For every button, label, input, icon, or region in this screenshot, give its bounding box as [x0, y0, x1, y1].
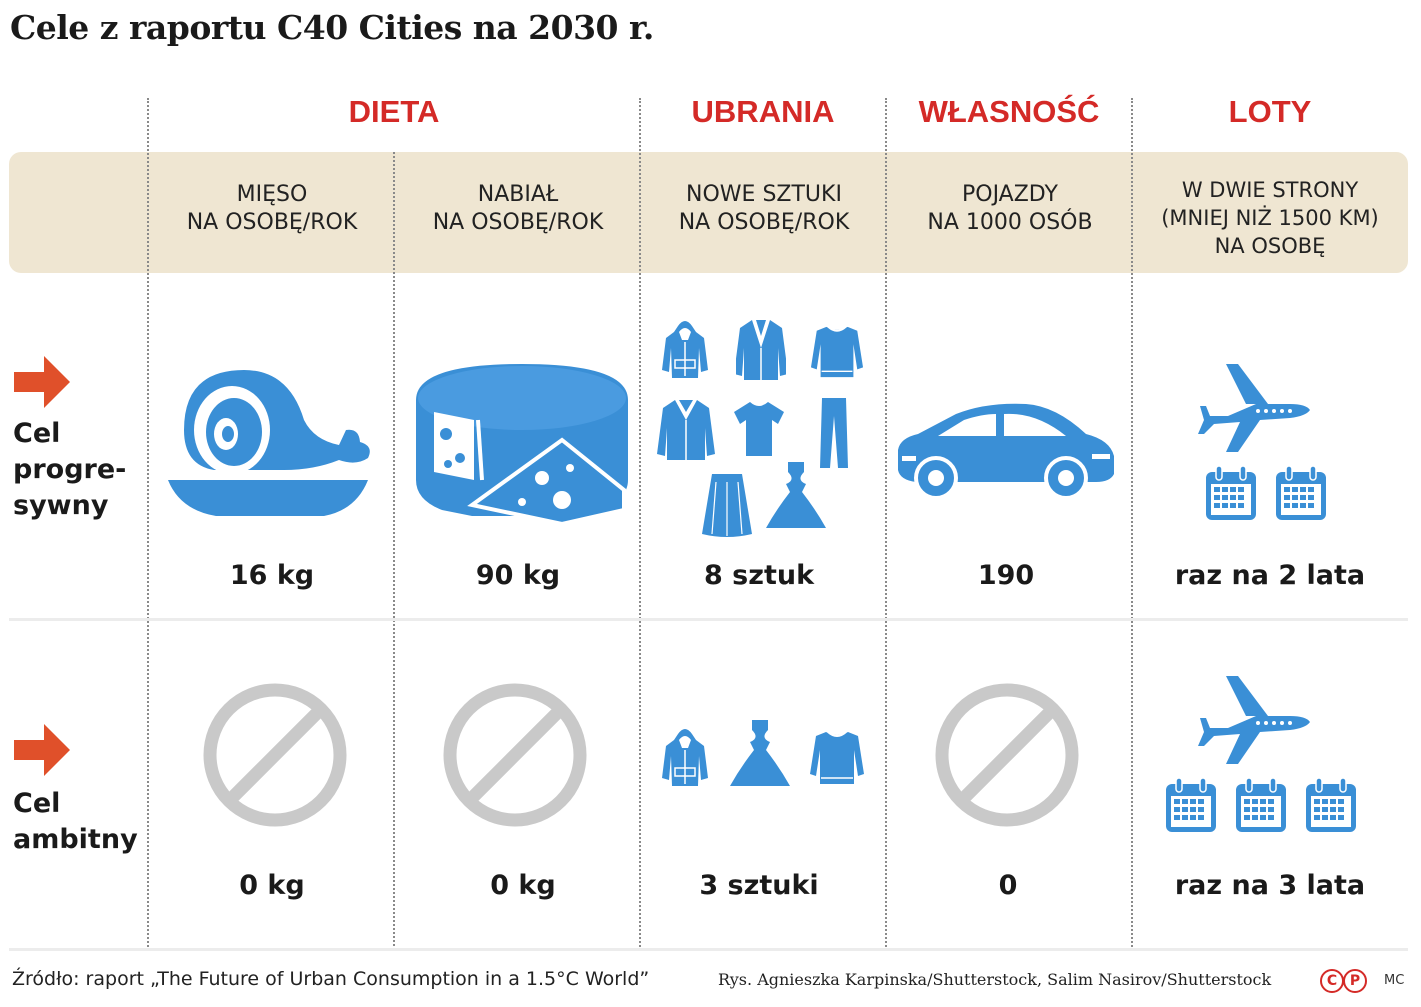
- column-divider: [393, 152, 395, 950]
- value-progresywny-nabial: 90 kg: [475, 560, 561, 591]
- column-divider: [147, 98, 149, 950]
- value-ambitny-loty: raz na 3 lata: [1174, 870, 1366, 901]
- dress-icon: [766, 462, 826, 528]
- value-ambitny-nabial: 0 kg: [490, 870, 556, 901]
- sweater-icon: [809, 731, 865, 785]
- trousers-icon: [820, 398, 848, 468]
- column-divider: [639, 98, 641, 950]
- column-header-line: NA OSOBĘ/ROK: [678, 210, 850, 235]
- category-dieta: DIETA: [348, 94, 440, 129]
- arrow-right-icon: [14, 356, 70, 408]
- calendar-icon: [1276, 466, 1327, 521]
- forbidden-icon: [442, 682, 588, 828]
- row-label-line: progre-: [13, 454, 127, 485]
- jacket-icon: [656, 399, 716, 461]
- category-ubrania: UBRANIA: [691, 94, 835, 129]
- category-wlasnosc: WŁASNOŚĆ: [918, 94, 1100, 129]
- column-divider: [1131, 98, 1133, 950]
- cheese-icon: [416, 364, 628, 527]
- row-divider: [9, 618, 1408, 621]
- column-header-line: MIĘSO: [236, 182, 308, 207]
- author-initials: MC: [1384, 973, 1405, 988]
- image-credits: Rys. Agnieszka Karpinska/Shutterstock, S…: [718, 970, 1272, 989]
- copyright-badge: C: [1320, 969, 1344, 993]
- value-progresywny-pojazdy: 190: [977, 560, 1035, 591]
- airplane-icon: [1198, 364, 1310, 452]
- arrow-right-icon: [14, 724, 70, 776]
- value-ambitny-ubrania: 3 sztuki: [699, 870, 819, 901]
- skirt-icon: [702, 474, 753, 538]
- row-label-line: Cel: [13, 418, 61, 449]
- column-header-band: [9, 152, 1408, 273]
- calendar-icon: [1166, 778, 1217, 833]
- column-header-line: (MNIEJ NIŻ 1500 KM): [1161, 206, 1379, 230]
- calendar-icon: [1236, 778, 1287, 833]
- calendar-icon: [1306, 778, 1357, 833]
- row-label-progresywny: Cel progre- sywny: [13, 416, 126, 524]
- value-ambitny-pojazdy: 0: [998, 870, 1018, 901]
- column-header-line: NA OSOBĘ/ROK: [432, 210, 604, 235]
- calendar-icon: [1206, 466, 1257, 521]
- column-header-line: NA OSOBĘ: [1214, 234, 1326, 258]
- car-icon: [898, 403, 1114, 500]
- row-label-ambitny: Cel ambitny: [13, 786, 138, 858]
- column-header-line: NA OSOBĘ/ROK: [186, 210, 358, 235]
- row-label-line: ambitny: [13, 824, 138, 855]
- column-header-line: NOWE SZTUKI: [686, 182, 842, 207]
- forbidden-icon: [934, 682, 1080, 828]
- row-divider: [9, 948, 1408, 951]
- column-header-pojazdy: POJAZDY NA 1000 OSÓB: [888, 181, 1132, 237]
- column-header-line: NABIAŁ: [477, 182, 559, 207]
- hoodie-icon: [661, 728, 709, 787]
- value-progresywny-ubrania: 8 sztuk: [703, 560, 815, 591]
- column-divider: [885, 98, 887, 950]
- column-header-mieso: MIĘSO NA OSOBĘ/ROK: [150, 181, 394, 237]
- dress-icon: [730, 720, 790, 786]
- row-label-line: Cel: [13, 788, 61, 819]
- ham-icon: [168, 370, 370, 516]
- blazer-icon: [736, 319, 786, 381]
- forbidden-icon: [202, 682, 348, 828]
- page-title: Cele z raportu C40 Cities na 2030 r.: [10, 8, 654, 47]
- column-header-ubrania: NOWE SZTUKI NA OSOBĘ/ROK: [642, 181, 886, 237]
- category-loty: LOTY: [1228, 94, 1312, 129]
- column-header-line: NA 1000 OSÓB: [927, 210, 1093, 235]
- source-note: Źródło: raport „The Future of Urban Cons…: [12, 968, 650, 990]
- value-progresywny-mieso: 16 kg: [229, 560, 315, 591]
- value-ambitny-mieso: 0 kg: [239, 870, 305, 901]
- column-header-nabial: NABIAŁ NA OSOBĘ/ROK: [396, 181, 640, 237]
- column-header-loty: W DWIE STRONY (MNIEJ NIŻ 1500 KM) NA OSO…: [1134, 176, 1406, 260]
- sweater-icon: [810, 325, 864, 379]
- airplane-icon: [1198, 676, 1310, 764]
- hoodie-icon: [661, 320, 709, 379]
- copyright-badge: P: [1343, 969, 1367, 993]
- tshirt-icon: [734, 402, 784, 456]
- column-header-line: W DWIE STRONY: [1181, 178, 1359, 202]
- value-progresywny-loty: raz na 2 lata: [1174, 560, 1366, 591]
- column-header-line: POJAZDY: [962, 182, 1058, 207]
- row-label-line: sywny: [13, 490, 109, 521]
